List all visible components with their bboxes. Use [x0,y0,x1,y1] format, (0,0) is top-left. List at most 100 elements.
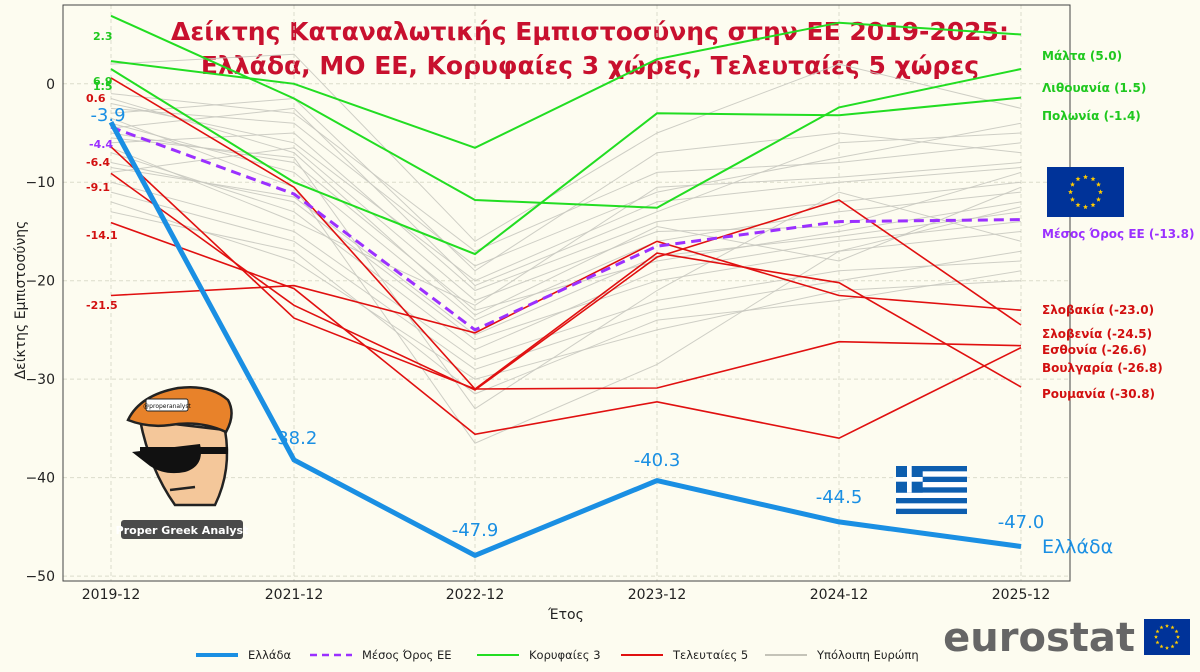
eu-star [1155,629,1160,634]
eu-average-line [110,125,1022,332]
top3-series-line [110,14,1022,209]
eu-star [1159,625,1164,630]
bottom5-start-label: -9.1 [86,181,110,194]
chart-title-line-2: Ελλάδα, ΜΟ ΕΕ, Κορυφαίες 3 χώρες, Τελευτ… [201,51,979,80]
rest-series-line [110,107,1022,287]
y-tick-label: −20 [25,274,55,290]
eu-average-series [110,125,1022,332]
grid [63,5,1070,581]
greece-data-label: -47.0 [998,512,1045,533]
rest-series-line [110,147,1022,306]
legend-label: Ελλάδα [248,648,291,662]
legend-label: Κορυφαίες 3 [529,648,601,662]
greece-data-label: -47.9 [452,520,499,541]
data-labels: Μάλτα (5.0) 2.3 Λιθουανία (1.5) 6.9 Πολωνία … [86,30,1194,558]
bottom5-end-label: Ρουμανία (-30.8) [1042,387,1155,401]
y-tick-label: −30 [25,372,55,388]
plot-frame [62,4,1071,582]
eu-flag-icon [1047,167,1124,217]
rest-series-line [110,117,1022,444]
axes: 0 −10 −20 −30 −40 −50 2019-12 2021-12 2022-12 202… [25,4,1071,603]
greece-data-label: -40.3 [634,450,681,471]
greek-flag-icon [896,466,967,515]
watermark-text: Proper Greek Analyst [116,524,249,537]
greece-line [108,121,1022,558]
rest-series-line [110,152,1022,351]
rest-series-line [110,53,1022,242]
bottom5-series [110,77,1022,440]
eu-star [1170,625,1175,630]
bottom5-start-label: -14.1 [86,229,118,242]
eurostat-logo: eurostat [943,615,1190,661]
top3-start-label: 6.9 [93,75,113,88]
x-tick-label: 2022-12 [446,587,505,603]
bottom5-series-line [110,146,1022,390]
mascot-badge-text: @properanalyst [143,403,191,410]
legend: Ελλάδα Μέσος Όρος ΕΕ Κορυφαίες 3 Τελευταίες… [196,648,919,662]
greece-end-label: Ελλάδα [1042,536,1113,558]
rest-series-line [110,107,1022,267]
legend-label: Μέσος Όρος ΕΕ [362,648,451,662]
top3-series-line [110,21,1022,149]
bottom5-end-label: Εσθονία (-26.6) [1042,343,1147,357]
eurostat-wordmark: eurostat [943,615,1135,661]
eu-star [1096,181,1101,187]
bottom5-start-label: -6.4 [86,156,110,169]
y-axis-label: Δείκτης Εμπιστοσύνης [13,221,29,380]
top3-end-label: Λιθουανία (1.5) [1042,81,1146,95]
y-tick-label: −10 [25,175,55,191]
greece-series [108,121,1022,558]
rest-series-line [110,147,1022,301]
x-tick-label: 2024-12 [810,587,869,603]
greece-data-label: -3.9 [90,105,125,126]
x-tick-label: 2025-12 [992,587,1051,603]
rest-series-line [110,93,1022,252]
bottom5-end-label: Σλοβενία (-24.5) [1042,327,1152,341]
eu-star [1096,196,1101,202]
eu-star [1170,644,1175,649]
chart-title-line-1: Δείκτης Καταναλωτικής Εμπιστοσύνης στην … [171,17,1009,46]
rest-series-line [110,137,1022,410]
top3-series-line [110,68,1022,256]
rest-series-line [110,167,1022,336]
bottom5-start-label: -21.5 [86,299,118,312]
eu-star [1155,640,1160,645]
x-tick-label: 2021-12 [265,587,324,603]
y-tick-label: −40 [25,471,55,487]
bottom5-start-label: 0.6 [86,92,106,105]
eu-star [1176,634,1180,639]
top3-start-label: 1.5 [93,80,113,93]
top3-end-label: Πολωνία (-1.4) [1042,109,1141,123]
y-tick-label: 0 [46,77,55,93]
eu-average-end-label: Μέσος Όρος ΕΕ (-13.8) [1042,227,1194,241]
legend-label: Τελευταίες 5 [672,648,748,662]
bottom5-end-label: Βουλγαρία (-26.8) [1042,361,1163,375]
y-tick-label: −50 [25,569,55,585]
eu-average-start-label: -4.4 [89,138,113,151]
top3-end-label: Μάλτα (5.0) [1042,49,1122,63]
x-axis-label: Έτος [547,607,584,623]
bottom5-series-line [110,221,1022,440]
legend-label: Υπόλοιπη Ευρώπη [816,648,919,662]
eu-star [1075,176,1081,182]
rest-series-line [110,201,1022,380]
top3-start-label: 2.3 [93,30,113,43]
top3-series [110,14,1022,256]
rest-series-line [110,181,1022,361]
x-tick-label: 2023-12 [628,587,687,603]
bottom5-series-line [110,77,1022,391]
eu-star [1075,202,1081,208]
eu-star [1070,196,1075,202]
rest-series-line [110,211,1022,395]
eu-star [1070,181,1075,187]
eu-star [1174,640,1179,645]
x-tick-label: 2019-12 [82,587,141,603]
eu-star [1165,623,1169,628]
rest-series-line [110,191,1022,370]
greece-data-label: -38.2 [271,428,318,449]
eu-star [1083,204,1088,210]
eu-star [1068,189,1073,195]
eu-star [1174,629,1179,634]
eu-star [1159,644,1164,649]
